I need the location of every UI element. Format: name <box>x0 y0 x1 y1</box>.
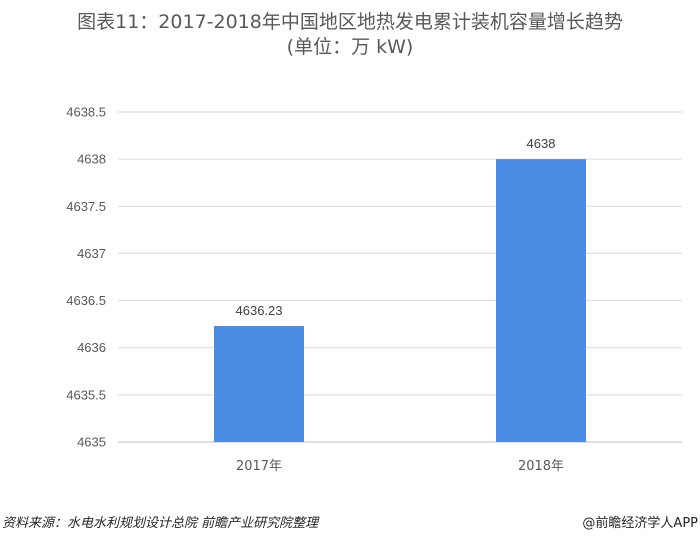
y-tick-label: 4638.5 <box>66 105 106 120</box>
credit-note: @前瞻经济学人APP <box>582 512 700 531</box>
y-tick-label: 4635 <box>77 435 106 450</box>
footer: 资料来源：水电水利规划设计总院 前瞻产业研究院整理 @前瞻经济学人APP <box>0 504 700 538</box>
data-label: 4636.23 <box>236 303 283 318</box>
y-tick-label: 4637.5 <box>66 199 106 214</box>
gridlines <box>118 112 682 442</box>
y-axis-ticks: 4635 4635.5 4636 4636.5 4637 4637.5 4638 4638.5 <box>66 105 106 450</box>
y-tick-label: 4638 <box>77 152 106 167</box>
bar <box>496 159 586 442</box>
y-tick-label: 4635.5 <box>66 387 106 402</box>
x-tick-label: 2018年 <box>518 459 564 474</box>
x-tick-label: 2017年 <box>236 459 282 474</box>
data-label: 4638 <box>527 136 556 151</box>
y-tick-label: 4636.5 <box>66 293 106 308</box>
y-tick-label: 4636 <box>77 340 106 355</box>
x-axis-ticks: 2017年 2018年 <box>236 459 564 474</box>
source-note: 资料来源：水电水利规划设计总院 前瞻产业研究院整理 <box>0 512 318 531</box>
y-tick-label: 4637 <box>77 246 106 261</box>
bar <box>214 326 304 442</box>
